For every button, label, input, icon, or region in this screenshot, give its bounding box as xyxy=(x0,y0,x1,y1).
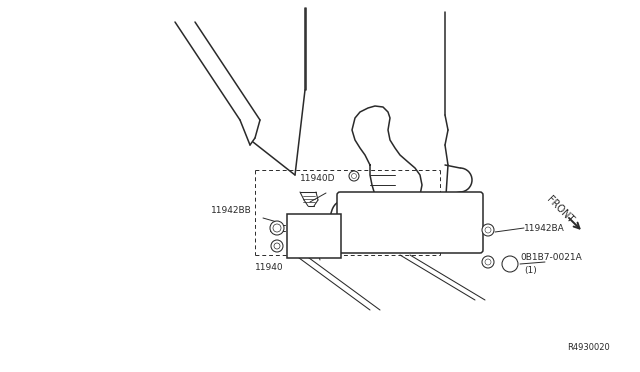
Circle shape xyxy=(270,221,284,235)
Circle shape xyxy=(482,256,494,268)
Circle shape xyxy=(351,173,356,179)
Circle shape xyxy=(482,224,494,236)
Text: 11940D: 11940D xyxy=(300,173,335,183)
Text: R4930020: R4930020 xyxy=(567,343,610,352)
FancyBboxPatch shape xyxy=(287,214,341,258)
Text: 11942BA: 11942BA xyxy=(524,224,564,232)
Text: FRONT: FRONT xyxy=(545,195,575,225)
Circle shape xyxy=(485,227,491,233)
Circle shape xyxy=(485,259,491,265)
Circle shape xyxy=(502,256,518,272)
Text: 0B1B7-0021A: 0B1B7-0021A xyxy=(520,253,582,263)
FancyBboxPatch shape xyxy=(337,192,483,253)
Circle shape xyxy=(271,240,283,252)
Text: B: B xyxy=(507,260,513,269)
Text: 11942BB: 11942BB xyxy=(211,205,252,215)
Text: 11940: 11940 xyxy=(255,263,284,273)
Circle shape xyxy=(349,171,359,181)
Circle shape xyxy=(274,243,280,249)
Circle shape xyxy=(273,224,281,232)
Text: (1): (1) xyxy=(524,266,537,275)
